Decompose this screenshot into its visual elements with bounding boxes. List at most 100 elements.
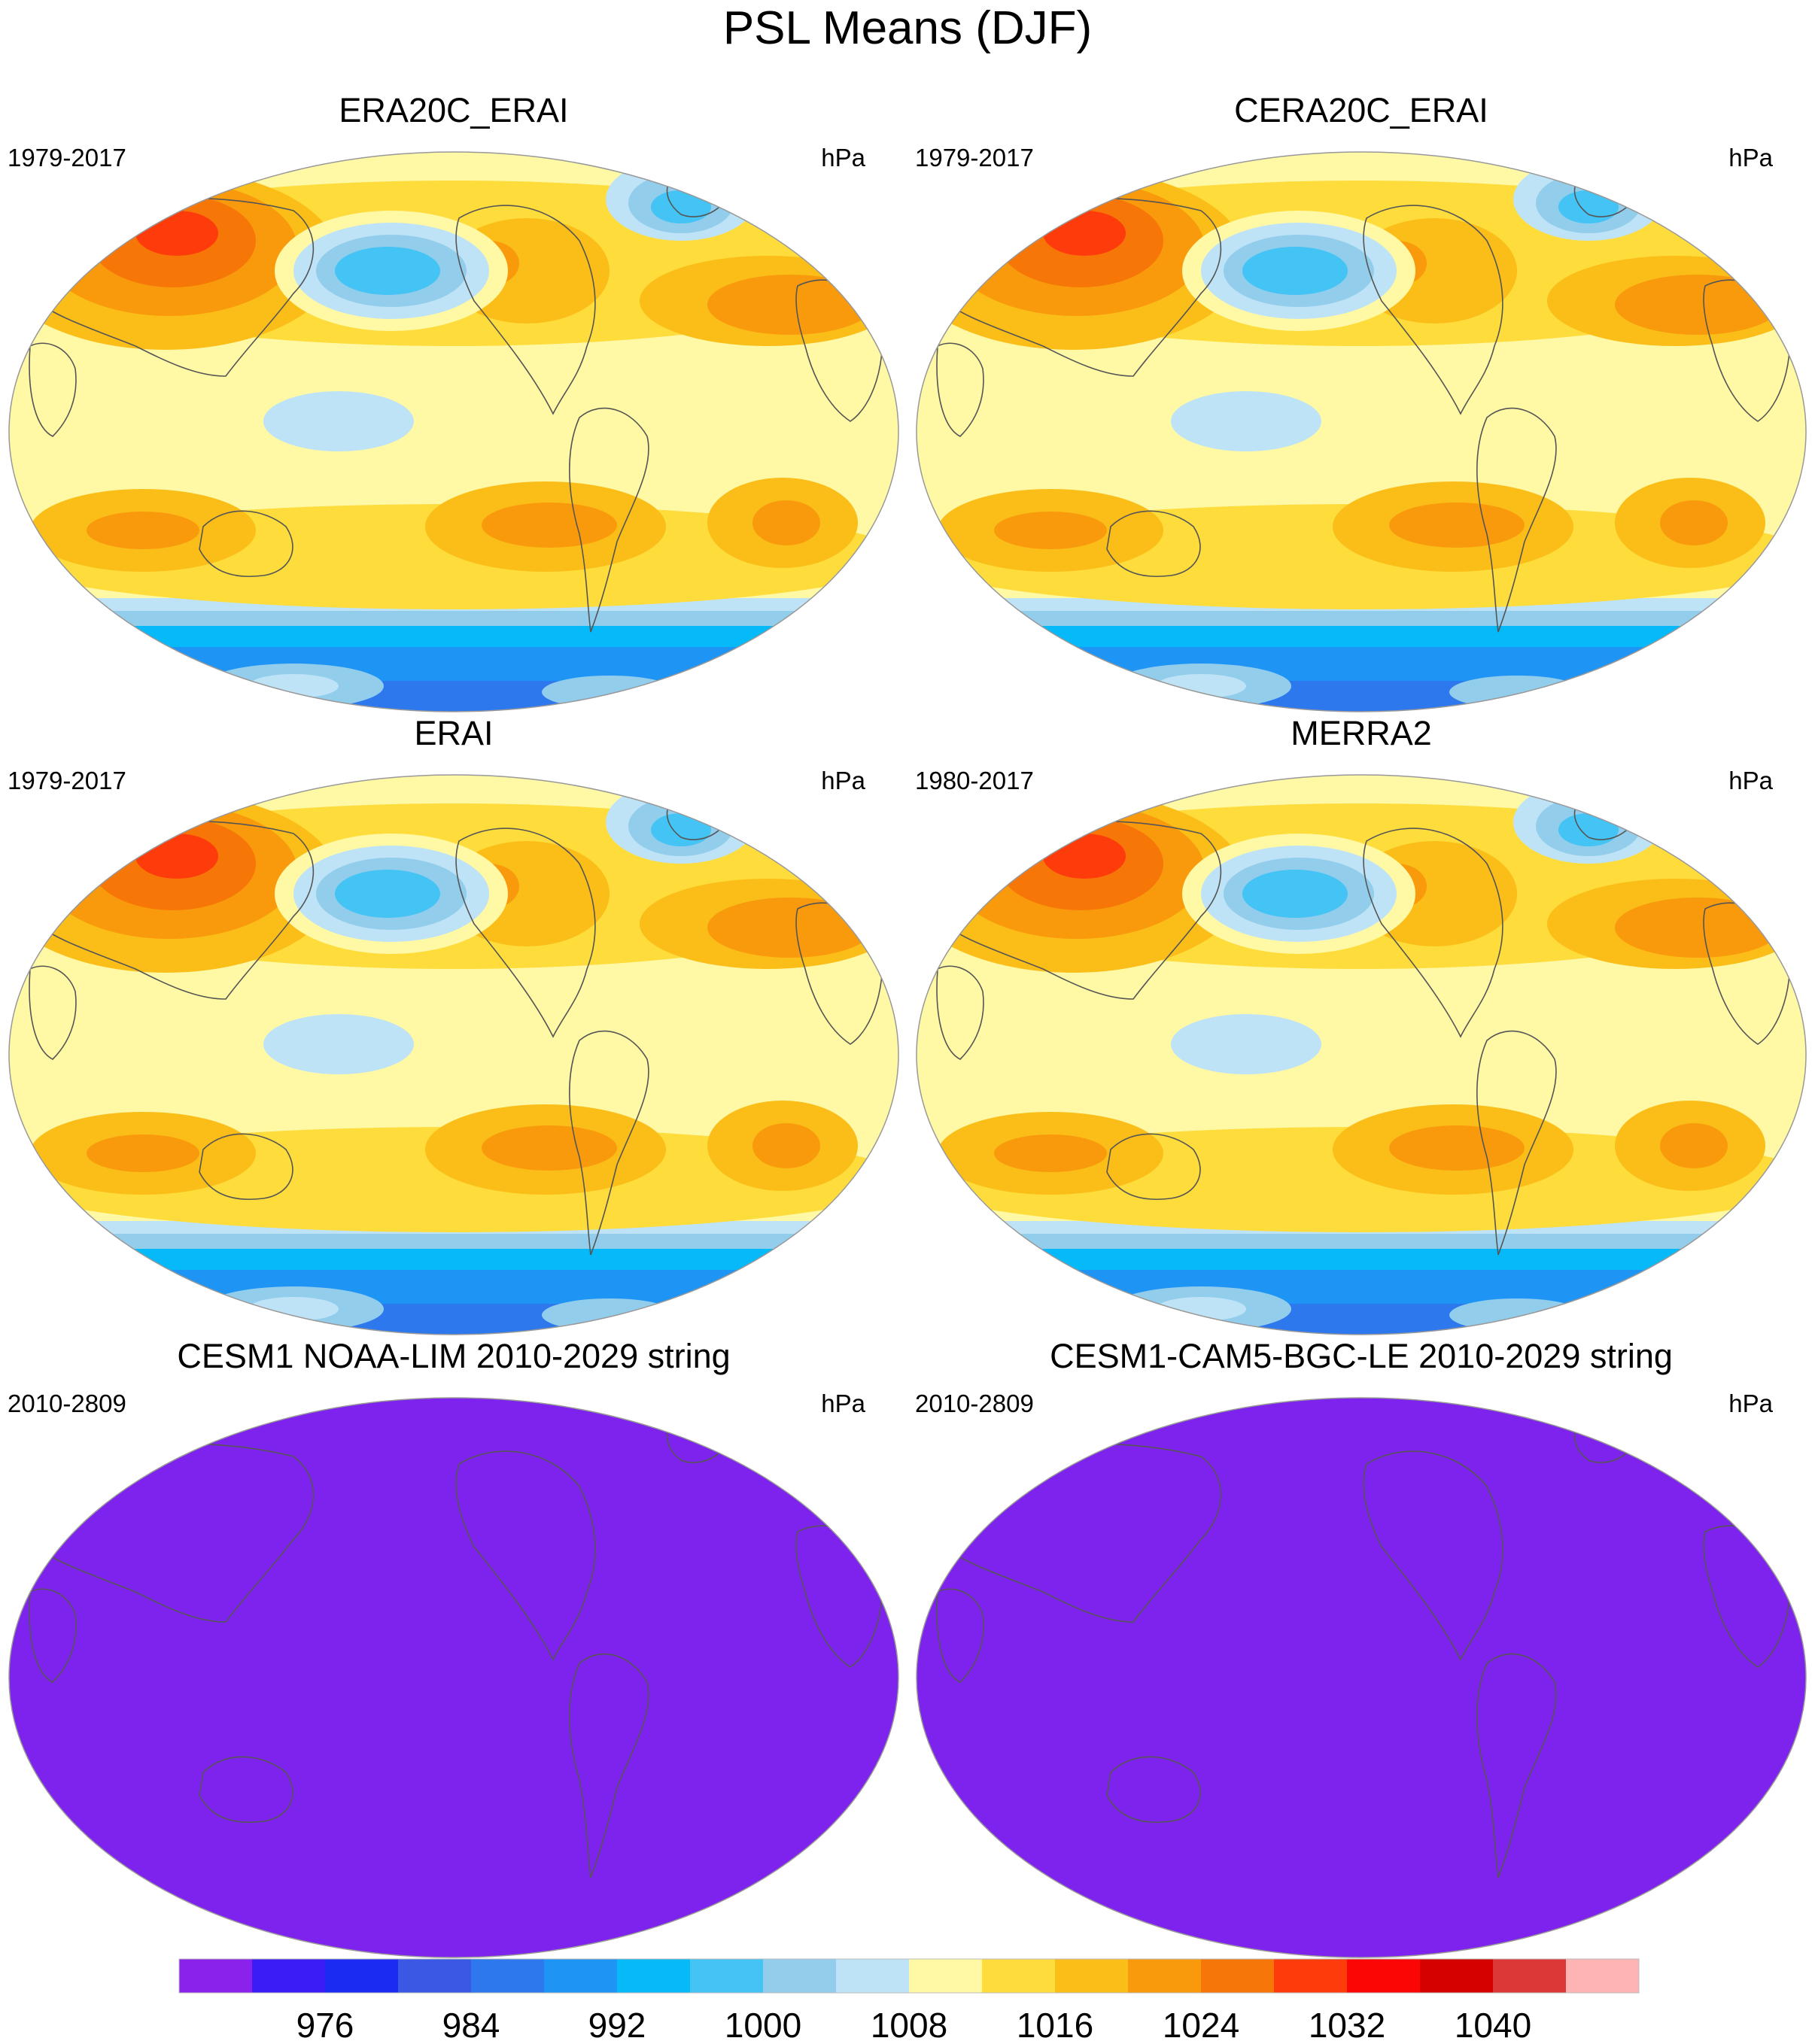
world-map — [8, 774, 899, 1335]
coastline — [569, 1653, 649, 1878]
pressure-field — [9, 152, 898, 712]
contour-region — [482, 503, 617, 548]
colorbar-box — [252, 1959, 326, 1993]
panel-period: 1979-2017 — [915, 144, 1034, 172]
colorbar-box — [617, 1959, 691, 1993]
map-border — [916, 774, 1807, 1335]
coastline — [1106, 1133, 1201, 1201]
colorbar-box — [1274, 1959, 1348, 1993]
world-map — [916, 774, 1807, 1335]
contour-region — [752, 1123, 820, 1168]
colorbar-box — [982, 1959, 1056, 1993]
coastline — [1476, 407, 1557, 633]
panel-period: 1979-2017 — [8, 144, 126, 172]
panel-period: 1979-2017 — [8, 767, 126, 794]
colorbar-label: 1016 — [1017, 2006, 1093, 2044]
map-panel: MERRA2 1980-2017 hPa — [908, 713, 1815, 1336]
colorbar-label: 992 — [588, 2006, 646, 2044]
contour-region — [1156, 1297, 1246, 1321]
contour-region — [1615, 275, 1780, 335]
colorbar-box — [398, 1959, 472, 1993]
contour-region — [1242, 247, 1348, 295]
coastline — [936, 965, 984, 1060]
contour-region — [1156, 674, 1246, 698]
contour-band — [917, 1304, 1806, 1335]
pressure-field — [9, 1398, 898, 1957]
contour-region — [1660, 500, 1728, 545]
panel-title: CERA20C_ERAI — [1234, 91, 1488, 129]
panel-title: CESM1 NOAA-LIM 2010-2029 string — [177, 1337, 731, 1375]
coastline — [29, 342, 77, 437]
map-border — [8, 774, 899, 1335]
coastline — [1363, 205, 1503, 415]
map-panel: CESM1 NOAA-LIM 2010-2029 string 2010-280… — [0, 1336, 908, 1959]
colorbar-label: 1008 — [871, 2006, 947, 2044]
contour-region — [1171, 391, 1321, 451]
contour-region — [87, 512, 199, 549]
panel-period: 2010-2809 — [8, 1389, 126, 1417]
contour-region — [1171, 1014, 1321, 1074]
world-map — [916, 151, 1807, 712]
coastline — [199, 1133, 293, 1201]
map-panel: CERA20C_ERAI 1979-2017 hPa — [908, 90, 1815, 713]
pressure-field — [917, 152, 1806, 712]
contour-region — [135, 211, 218, 256]
contour-region — [651, 813, 711, 846]
colorbar-label: 976 — [296, 2006, 354, 2044]
map-border — [916, 1397, 1807, 1958]
world-map — [8, 1397, 899, 1958]
coastline — [1476, 1653, 1557, 1878]
colorbar-box — [909, 1959, 983, 1993]
coastline — [29, 965, 77, 1060]
colorbar-box — [1493, 1959, 1567, 1993]
panel-title: MERRA2 — [1291, 714, 1432, 752]
contour-region — [482, 1125, 617, 1171]
map-border — [916, 151, 1807, 712]
panel-units: hPa — [821, 144, 865, 172]
panel-title: ERA20C_ERAI — [339, 91, 569, 129]
panel-title: CESM1-CAM5-BGC-LE 2010-2029 string — [1050, 1337, 1673, 1375]
contour-region — [1660, 1123, 1728, 1168]
colorbar-box — [1055, 1959, 1129, 1993]
coastline — [1363, 828, 1503, 1038]
contour-region — [263, 391, 414, 451]
colorbar-label: 984 — [442, 2006, 500, 2044]
coastline — [936, 342, 984, 437]
colorbar-outline — [178, 1958, 1640, 1994]
colorbar-box — [471, 1959, 545, 1993]
map-border — [8, 1397, 899, 1958]
figure-title: PSL Means (DJF) — [722, 2, 1093, 54]
contour-region — [135, 834, 218, 879]
contour-region — [1043, 211, 1126, 256]
colorbar-box — [1566, 1959, 1640, 1993]
colorbar-box — [763, 1959, 837, 1993]
panel-period: 1980-2017 — [915, 767, 1034, 794]
contour-region — [994, 512, 1107, 549]
coastline — [1363, 1450, 1503, 1661]
colorbar-box — [690, 1959, 764, 1993]
contour-region — [1615, 897, 1780, 958]
colorbar-box — [1420, 1959, 1494, 1993]
coastline — [199, 510, 293, 578]
colorbar-box — [836, 1959, 910, 1993]
contour-region — [651, 190, 711, 223]
coastline — [199, 1756, 293, 1824]
colorbar: 976 984 992 1000 1008 1016 1024 1032 1040 — [178, 1958, 1640, 2044]
colorbar-label: 1000 — [725, 2006, 801, 2044]
panel-units: hPa — [821, 767, 865, 794]
contour-band — [917, 681, 1806, 712]
colorbar-box — [179, 1959, 253, 1993]
contour-region — [335, 247, 440, 295]
coastline — [569, 407, 649, 633]
contour-region — [335, 870, 440, 918]
coastline — [1476, 1030, 1557, 1256]
contour-region — [248, 674, 339, 698]
coastline — [1106, 1756, 1201, 1824]
contour-region — [707, 275, 873, 335]
panel-units: hPa — [1728, 1389, 1773, 1417]
contour-region — [1558, 813, 1619, 846]
contour-band — [9, 1304, 898, 1335]
world-map — [8, 151, 899, 712]
pressure-field — [917, 1398, 1806, 1957]
contour-region — [248, 1297, 339, 1321]
